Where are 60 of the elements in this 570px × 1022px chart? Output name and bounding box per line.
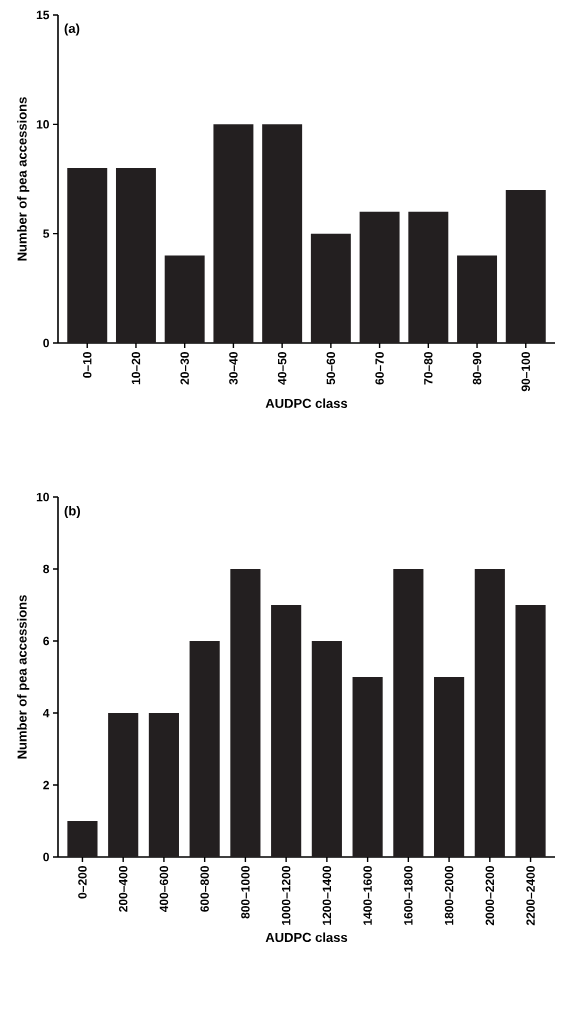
bar: [352, 677, 383, 858]
bar: [262, 124, 303, 343]
x-axis-title: AUDPC class: [265, 398, 348, 408]
x-tick-label: 90–100: [521, 352, 531, 392]
x-tick-label: 80–90: [472, 352, 482, 385]
bar: [148, 713, 179, 858]
bar: [311, 641, 342, 858]
bar: [164, 255, 205, 343]
bar: [505, 189, 546, 343]
bar: [393, 569, 424, 858]
x-tick-label: 1200–1400: [322, 866, 332, 925]
y-tick-label: 0: [43, 338, 49, 348]
bar: [189, 641, 220, 858]
annotation: (b): [64, 505, 80, 519]
x-tick-label: 1000–1200: [281, 866, 291, 925]
x-tick-label: 30–40: [229, 352, 238, 385]
bar: [515, 605, 546, 858]
x-tick-label: 0–10: [82, 352, 92, 378]
x-tick-label: 200–400: [118, 866, 128, 912]
bar: [271, 605, 302, 858]
y-tick-label: 4: [42, 708, 50, 718]
y-tick-label: 10: [36, 492, 49, 502]
x-tick-label: 2000–2200: [485, 866, 495, 926]
y-tick-label: 8: [43, 564, 50, 574]
y-tick-label: 6: [43, 636, 50, 646]
x-tick-label: 1800–2000: [444, 866, 454, 925]
x-tick-label: 10–20: [131, 352, 141, 385]
y-axis-title: Number of pea accessions: [17, 595, 30, 759]
y-tick-label: 2: [43, 780, 49, 790]
x-axis-title: AUDPC class: [265, 932, 348, 943]
bar: [310, 233, 351, 343]
bar: [434, 677, 465, 858]
x-tick-label: 20–30: [180, 352, 189, 385]
bar: [108, 713, 139, 858]
x-tick-label: 60–70: [375, 352, 384, 385]
bar: [457, 255, 498, 343]
x-tick-label: 1600–1800: [404, 866, 413, 925]
x-tick-label: 600–800: [200, 866, 209, 912]
bar: [359, 211, 400, 343]
annotation: (a): [64, 23, 80, 36]
x-tick-label: 400–600: [159, 866, 169, 913]
bar: [67, 168, 108, 343]
x-tick-label: 2200–2400: [526, 866, 535, 926]
bar: [474, 569, 505, 858]
x-tick-label: 0–200: [78, 866, 87, 899]
y-tick-label: 0: [43, 852, 49, 862]
y-tick-label: 15: [36, 10, 50, 20]
bar: [115, 168, 156, 343]
x-tick-label: 800–1000: [241, 866, 250, 919]
y-axis-title: Number of pea accessions: [17, 97, 30, 261]
x-tick-label: 50–60: [326, 352, 336, 385]
bar: [408, 211, 449, 343]
bar: [213, 124, 254, 343]
y-tick-label: 5: [43, 229, 50, 238]
bar: [67, 821, 98, 858]
x-tick-label: 40–50: [277, 352, 287, 385]
bar: [230, 569, 261, 858]
y-tick-label: 10: [36, 120, 49, 129]
x-tick-label: 1400–1600: [363, 866, 372, 925]
x-tick-label: 70–80: [424, 352, 433, 385]
